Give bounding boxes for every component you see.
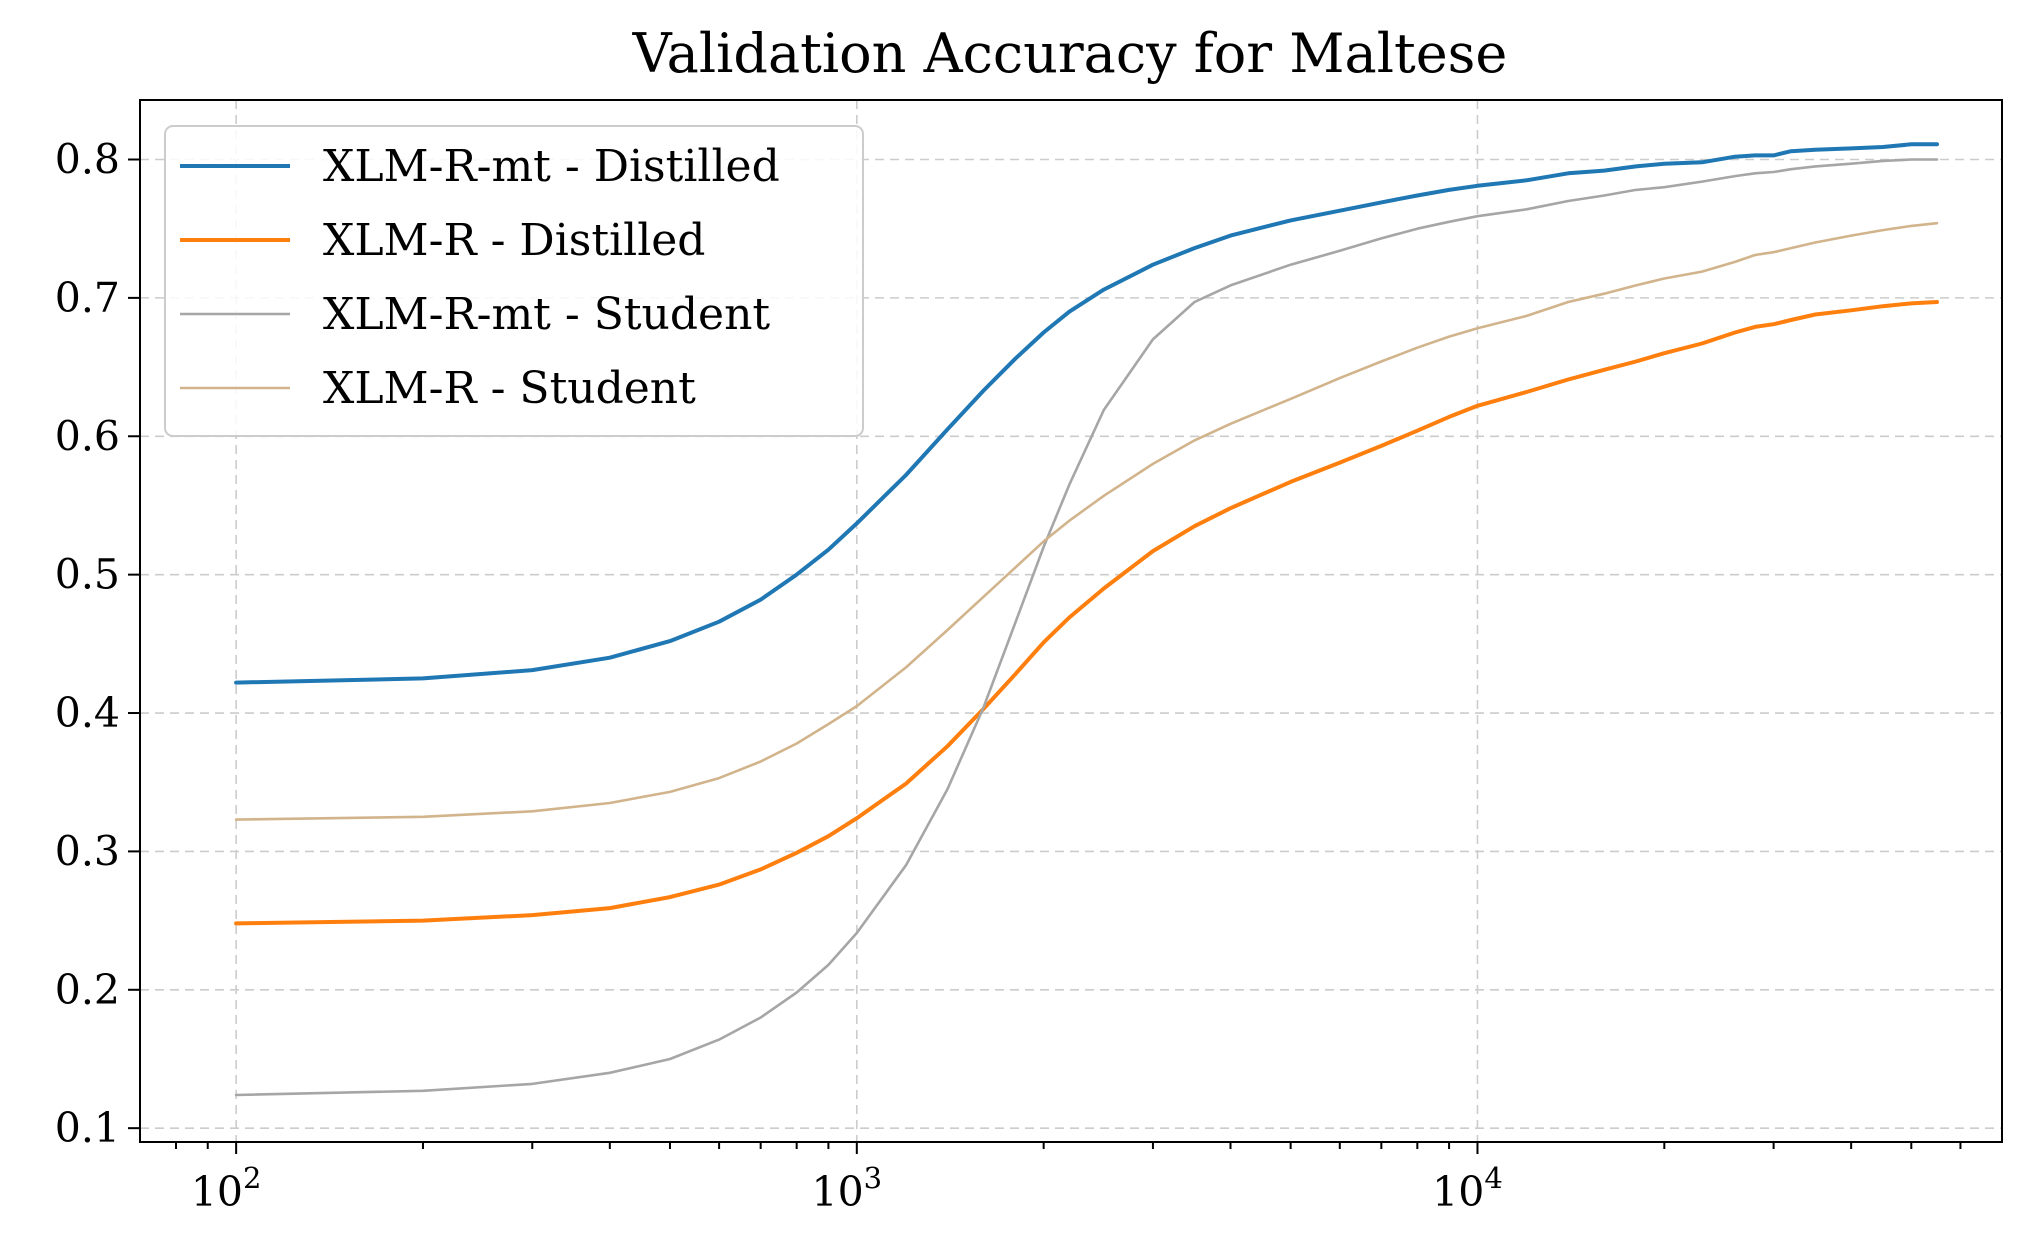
legend-label: XLM-R - Student — [323, 363, 696, 414]
y-tick-label: 0.2 — [55, 966, 120, 1014]
x-tick-exponent: 4 — [1484, 1161, 1502, 1195]
series-layer — [234, 142, 1939, 1097]
chart-title: Validation Accuracy for Maltese — [632, 22, 1508, 85]
y-tick-label: 0.8 — [55, 136, 120, 184]
legend: XLM-R-mt - Distilled XLM-R - Distilled XLM… — [164, 125, 864, 437]
x-tick-base: 10 — [1432, 1168, 1484, 1216]
legend-label: XLM-R - Distilled — [323, 215, 705, 266]
y-tick-label: 0.7 — [55, 274, 120, 322]
legend-label: XLM-R-mt - Student — [323, 289, 770, 340]
series-line-xlm-r-distilled — [234, 300, 1939, 926]
series-line-xlm-r-mt-student — [234, 158, 1939, 1097]
series-line-xlm-r-student — [234, 221, 1939, 821]
y-tick-label: 0.5 — [55, 551, 120, 599]
y-tick-label: 0.1 — [55, 1104, 120, 1152]
y-tick-label: 0.3 — [55, 827, 120, 875]
x-tick-exponent: 2 — [243, 1161, 261, 1195]
y-tick-label: 0.4 — [55, 689, 120, 737]
x-tick-base: 10 — [191, 1168, 243, 1216]
x-tick-label: 104 — [1432, 1161, 1503, 1216]
x-tick-exponent: 3 — [864, 1161, 882, 1195]
legend-box — [164, 125, 864, 437]
x-tick-base: 10 — [811, 1168, 863, 1216]
x-tick-label: 103 — [811, 1161, 882, 1216]
y-tick-label: 0.6 — [55, 412, 120, 460]
series-line-xlm-r-mt-distilled — [234, 142, 1939, 685]
plot-frame — [139, 99, 2003, 1143]
legend-label: XLM-R-mt - Distilled — [323, 141, 780, 192]
x-tick-label: 102 — [191, 1161, 262, 1216]
